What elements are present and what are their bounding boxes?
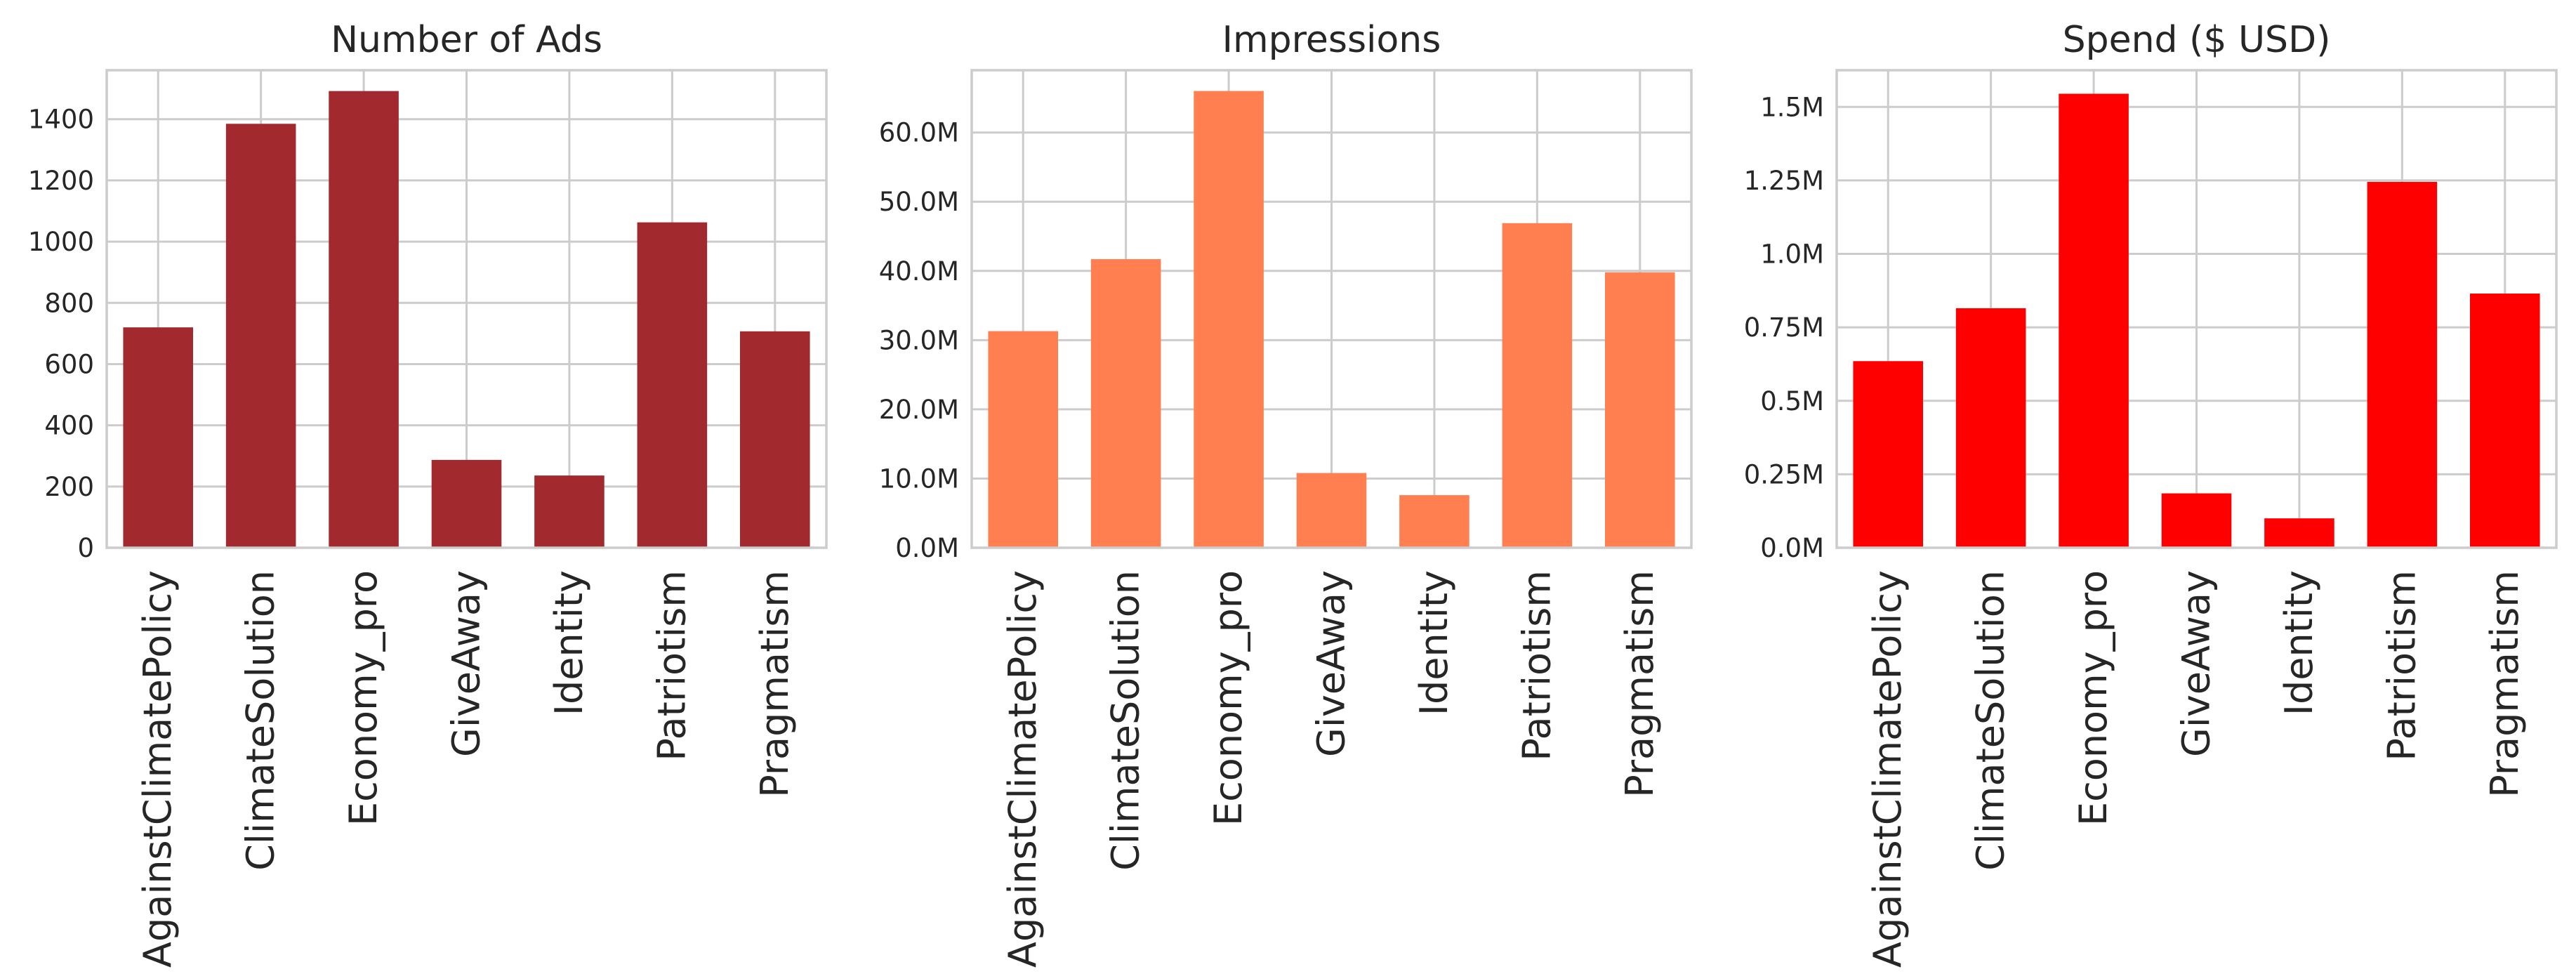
x-tick-label: GiveAway [1309, 570, 1354, 757]
y-tick-label: 40.0M [879, 256, 959, 287]
x-tick-label: Economy_pro [1206, 570, 1250, 826]
y-tick-label: 0.5M [1760, 386, 1824, 416]
x-tick-label: GiveAway [444, 570, 489, 757]
x-tick-label: Identity [547, 570, 591, 716]
bar-identity [2264, 518, 2334, 548]
bar-pragmatism [740, 331, 810, 548]
y-tick-label: 400 [44, 411, 94, 441]
y-tick-label: 0.75M [1744, 312, 1824, 343]
bar-againstclimatepolicy [1853, 361, 1923, 548]
y-tick-label: 1000 [28, 227, 94, 257]
x-tick-label: GiveAway [2174, 570, 2219, 757]
y-tick-label: 50.0M [879, 187, 959, 217]
bar-economy_pro [2059, 93, 2129, 548]
y-tick-label: 800 [44, 288, 94, 318]
x-tick-label: Economy_pro [2071, 570, 2115, 826]
x-tick-label: AgainstClimatePolicy [1865, 570, 1910, 968]
x-tick-label: Identity [1412, 570, 1456, 716]
bar-climatesolution [1090, 259, 1161, 548]
bar-againstclimatepolicy [123, 327, 193, 548]
y-tick-label: 1.25M [1744, 166, 1824, 196]
chart-panel: 0.0M 0.25M 0.5M 0.75M 1.0M 1.25M 1.5M AgainstCl… [1744, 19, 2558, 968]
y-tick-label: 0.25M [1744, 459, 1824, 489]
y-tick-label: 1200 [28, 166, 94, 196]
y-tick-label: 1.5M [1760, 92, 1824, 122]
bar-climatesolution [1955, 308, 2026, 548]
y-tick-label: 20.0M [879, 395, 959, 425]
x-tick-label: Pragmatism [2483, 570, 2527, 798]
chart-panel: 0 200 400 600 800 1000 1200 1400 AgainstClimateP… [28, 19, 828, 968]
x-tick-label: Patriotism [1514, 570, 1559, 761]
y-tick-label: 0 [77, 533, 94, 563]
x-tick-label: Pragmatism [753, 570, 797, 798]
bar-economy_pro [1194, 91, 1264, 548]
bar-pragmatism [2470, 294, 2540, 548]
x-tick-label: ClimateSolution [239, 570, 283, 871]
bar-identity [1399, 495, 1469, 548]
y-tick-label: 1.0M [1760, 239, 1824, 270]
plot-frame [970, 69, 1693, 549]
bar-patriotism [2367, 182, 2438, 548]
y-tick-label: 30.0M [879, 325, 959, 355]
x-tick-label: AgainstClimatePolicy [136, 570, 180, 968]
chart-title: Impressions [1222, 19, 1441, 61]
x-tick-label: Patriotism [2379, 570, 2424, 761]
chart-title: Number of Ads [331, 19, 602, 61]
bar-giveaway [1296, 473, 1367, 548]
bar-patriotism [1502, 223, 1573, 548]
bar-economy_pro [329, 91, 399, 548]
chart-panel: 0.0M 10.0M 20.0M 30.0M 40.0M 50.0M 60.0M Agains… [879, 19, 1693, 968]
chart-title: Spend ($ USD) [2063, 19, 2331, 61]
y-tick-label: 60.0M [879, 118, 959, 148]
bar-giveaway [431, 459, 502, 548]
bar-giveaway [2161, 493, 2232, 548]
bar-againstclimatepolicy [988, 331, 1058, 548]
x-tick-label: Patriotism [649, 570, 694, 761]
plot-frame [105, 69, 828, 549]
x-tick-label: Pragmatism [1618, 570, 1662, 798]
y-tick-label: 200 [44, 472, 94, 502]
y-tick-label: 10.0M [879, 463, 959, 494]
bar-pragmatism [1605, 272, 1675, 548]
bar-patriotism [637, 222, 708, 548]
bar-identity [534, 475, 605, 548]
y-tick-label: 1400 [28, 105, 94, 135]
y-tick-label: 0.0M [895, 533, 959, 563]
bar-climatesolution [225, 124, 296, 548]
x-tick-label: Identity [2277, 570, 2321, 716]
y-tick-label: 0.0M [1760, 533, 1824, 563]
x-tick-label: Economy_pro [341, 570, 385, 826]
plot-frame [1835, 69, 2558, 549]
x-tick-label: ClimateSolution [1104, 570, 1148, 871]
y-tick-label: 600 [44, 349, 94, 379]
x-tick-label: AgainstClimatePolicy [1000, 570, 1045, 968]
x-tick-label: ClimateSolution [1969, 570, 2013, 871]
